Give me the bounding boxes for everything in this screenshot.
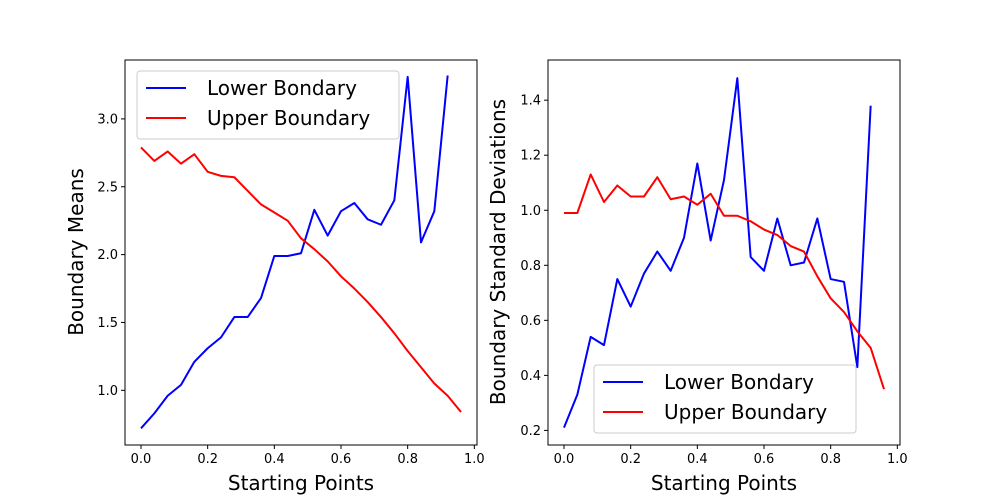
x-tick-label: 0.0 bbox=[131, 452, 152, 467]
x-axis-label: Starting Points bbox=[228, 471, 374, 495]
y-tick-label: 1.4 bbox=[520, 94, 541, 109]
y-tick-label: 3.0 bbox=[97, 112, 118, 127]
chart-boundary-means: 0.0 0.2 0.4 0.6 0.8 1.0 1.0 1.5 2.0 2.5 3.0 Start… bbox=[64, 59, 485, 495]
y-tick-label: 0.8 bbox=[520, 259, 541, 274]
x-tick-label: 0.8 bbox=[820, 452, 841, 467]
y-tick-label: 1.5 bbox=[97, 316, 118, 331]
legend-frame bbox=[136, 70, 400, 140]
x-tick-label: 0.0 bbox=[554, 452, 575, 467]
y-tick-label: 0.2 bbox=[520, 424, 541, 439]
legend: Lower Bondary Upper Boundary bbox=[593, 364, 857, 434]
y-axis-ticks: 1.0 1.5 2.0 2.5 3.0 bbox=[97, 112, 125, 399]
x-tick-label: 0.2 bbox=[620, 452, 641, 467]
x-axis-label: Starting Points bbox=[651, 471, 797, 495]
x-tick-label: 0.4 bbox=[687, 452, 708, 467]
series-line-upper bbox=[564, 173, 885, 390]
series-layer bbox=[563, 77, 885, 429]
y-tick-label: 0.6 bbox=[520, 314, 541, 329]
x-tick-label: 0.4 bbox=[264, 452, 285, 467]
x-tick-label: 1.0 bbox=[464, 452, 485, 467]
x-tick-label: 1.0 bbox=[887, 452, 908, 467]
series-line-lower bbox=[563, 77, 872, 429]
legend-label: Upper Boundary bbox=[664, 400, 827, 424]
chart-boundary-std: 0.0 0.2 0.4 0.6 0.8 1.0 0.2 0.4 0.6 0.8 1.0 1.2 1.4… bbox=[486, 59, 908, 495]
y-tick-label: 1.0 bbox=[97, 384, 118, 399]
legend-label: Lower Bondary bbox=[664, 370, 814, 394]
y-tick-label: 1.2 bbox=[520, 149, 541, 164]
y-tick-label: 2.0 bbox=[97, 248, 118, 263]
x-tick-label: 0.6 bbox=[754, 452, 775, 467]
y-tick-label: 2.5 bbox=[97, 180, 118, 195]
y-axis-ticks: 0.2 0.4 0.6 0.8 1.0 1.2 1.4 bbox=[520, 94, 548, 439]
series-line-upper bbox=[140, 146, 462, 413]
y-axis-label: Boundary Means bbox=[64, 168, 88, 336]
legend-frame bbox=[593, 364, 857, 434]
series-line-lower bbox=[140, 75, 449, 429]
legend: Lower Bondary Upper Boundary bbox=[136, 70, 400, 140]
x-tick-label: 0.2 bbox=[197, 452, 218, 467]
y-axis-label: Boundary Standard Deviations bbox=[486, 99, 510, 405]
y-tick-label: 1.0 bbox=[520, 204, 541, 219]
plot-frame bbox=[547, 59, 901, 446]
legend-label: Upper Boundary bbox=[207, 106, 370, 130]
plot-frame bbox=[124, 59, 478, 446]
y-tick-label: 0.4 bbox=[520, 369, 541, 384]
x-tick-label: 0.8 bbox=[397, 452, 418, 467]
x-tick-label: 0.6 bbox=[331, 452, 352, 467]
x-axis-ticks: 0.0 0.2 0.4 0.6 0.8 1.0 bbox=[131, 445, 485, 467]
x-axis-ticks: 0.0 0.2 0.4 0.6 0.8 1.0 bbox=[554, 445, 908, 467]
legend-label: Lower Bondary bbox=[207, 76, 357, 100]
series-layer bbox=[140, 75, 462, 429]
